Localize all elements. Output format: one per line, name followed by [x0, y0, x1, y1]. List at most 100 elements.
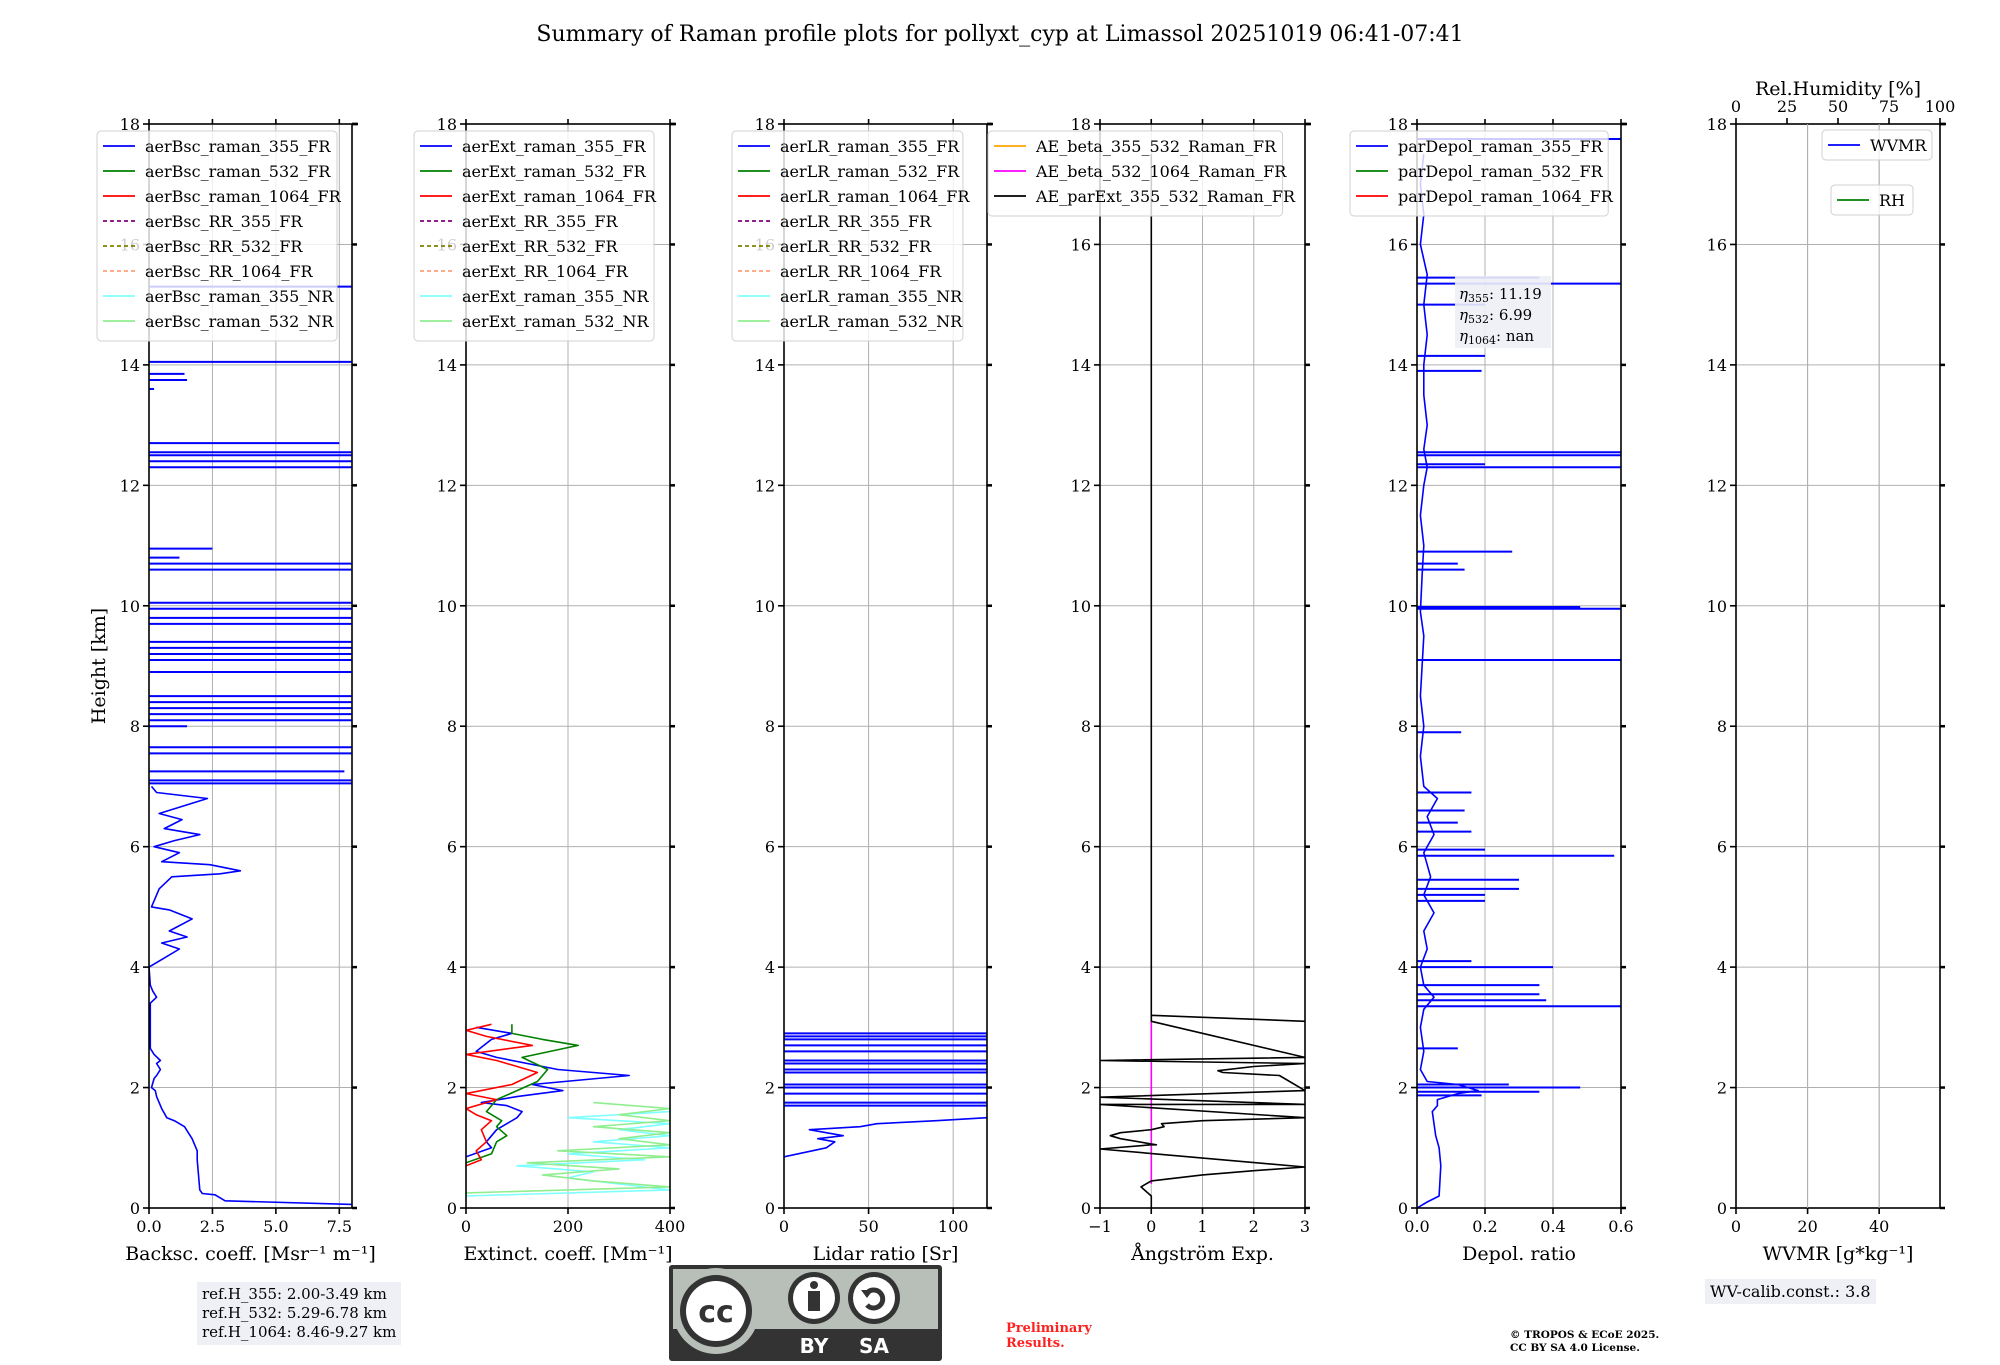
x-tick-label: 0	[1731, 1217, 1741, 1236]
x-tick-label: 2.5	[200, 1217, 225, 1236]
y-tick-label: 6	[765, 838, 775, 857]
x-tick-label: 0.0	[1404, 1217, 1429, 1236]
y-tick-label: 18	[1388, 115, 1408, 134]
y-tick-label: 14	[755, 356, 775, 375]
preliminary-results-note: Preliminary Results.	[1006, 1321, 1092, 1351]
preliminary-line-2: Results.	[1006, 1336, 1065, 1351]
preliminary-line-1: Preliminary	[1006, 1321, 1092, 1336]
person-body-icon	[808, 1291, 820, 1311]
y-tick-label: 2	[447, 1079, 457, 1098]
y-tick-label: 18	[120, 115, 140, 134]
x-tick-label: 1	[1197, 1217, 1207, 1236]
series-group	[1417, 138, 1621, 1208]
series-aerExt_raman_1064_FR	[466, 1023, 539, 1167]
legend-label: parDepol_raman_1064_FR	[1398, 187, 1614, 206]
x-axis-label: WVMR [g*kg⁻¹]	[1763, 1243, 1914, 1265]
legend-depol: parDepol_raman_355_FR parDepol_raman_532_…	[1349, 130, 1614, 217]
legend-label: aerLR_RR_355_FR	[780, 212, 932, 231]
ref-height-355: ref.H_355: 2.00-3.49 km	[202, 1285, 387, 1303]
series-aerExt_raman_532_FR	[466, 1024, 580, 1164]
x-tick-label: 0.4	[1540, 1217, 1565, 1236]
eta-box	[1455, 276, 1551, 348]
legend-box	[731, 130, 964, 342]
legend-wvmr: WVMR RH	[1821, 129, 1933, 216]
y-tick-label: 2	[1081, 1079, 1091, 1098]
legend-label: aerExt_raman_532_NR	[462, 312, 650, 331]
x-tick-label: −1	[1088, 1217, 1112, 1236]
wv-calib-box: WV-calib.const.: 3.8	[1705, 1279, 1876, 1304]
legend-label: aerBsc_raman_355_FR	[145, 137, 331, 156]
x-axis-label: Lidar ratio [Sr]	[813, 1243, 959, 1265]
series-group	[149, 285, 352, 1206]
share-alike-arrowhead-icon	[861, 1290, 873, 1298]
x-tick-label: 0.2	[1472, 1217, 1497, 1236]
ref-height-1064: ref.H_1064: 8.46-9.27 km	[202, 1323, 397, 1341]
ref-heights-box: ref.H_355: 2.00-3.49 km ref.H_532: 5.29-…	[197, 1282, 402, 1345]
y-tick-label: 16	[1707, 235, 1727, 254]
y-tick-label: 18	[1071, 115, 1091, 134]
cc-logo-icon: cc	[698, 1295, 734, 1330]
y-tick-label: 4	[130, 958, 140, 977]
x-tick-label: 5.0	[263, 1217, 288, 1236]
axes-frame	[148, 123, 353, 1209]
series-parDepol_raman_355_FR	[1417, 154, 1479, 1208]
y-tick-label: 0	[130, 1199, 140, 1218]
y-tick-label: 16	[1071, 235, 1091, 254]
y-tick-label: 6	[130, 838, 140, 857]
top-x-tick-label: 0	[1731, 97, 1741, 116]
y-tick-label: 12	[1071, 476, 1091, 495]
y-tick-label: 4	[1081, 958, 1091, 977]
y-tick-label: 14	[120, 356, 140, 375]
eta-1064: η1064: nan	[1459, 327, 1534, 347]
legend-label: RH	[1879, 191, 1905, 210]
y-tick-label: 8	[765, 717, 775, 736]
sa-icon-inner	[853, 1277, 895, 1319]
series-aerLR_raman_355_FR	[784, 1116, 987, 1158]
legend-ext: aerExt_raman_355_FR aerExt_raman_532_FRae…	[413, 130, 657, 342]
y-tick-label: 12	[755, 476, 775, 495]
series-group	[466, 1023, 670, 1197]
x-tick-label: 20	[1797, 1217, 1817, 1236]
y-tick-label: 0	[1398, 1199, 1408, 1218]
x-tick-label: 7.5	[327, 1217, 352, 1236]
axes-frame	[783, 123, 988, 1209]
x-tick-label: 200	[553, 1217, 584, 1236]
y-tick-label: 8	[447, 717, 457, 736]
legend-label: aerLR_RR_1064_FR	[780, 262, 942, 281]
top-x-tick-label: 50	[1828, 97, 1848, 116]
y-tick-label: 8	[1717, 717, 1727, 736]
legend-box	[1821, 129, 1933, 161]
y-tick-label: 0	[1717, 1199, 1727, 1218]
legend-label: AE_beta_355_532_Raman_FR	[1035, 137, 1277, 156]
legend-label: aerBsc_RR_1064_FR	[145, 262, 314, 281]
copyright-line-2: CC BY SA 4.0 License.	[1510, 1342, 1640, 1354]
y-tick-label: 8	[1398, 717, 1408, 736]
legend-label: aerExt_RR_1064_FR	[462, 262, 629, 281]
legend-label: aerLR_raman_355_FR	[780, 137, 960, 156]
x-axis-label: Backsc. coeff. [Msr⁻¹ m⁻¹]	[125, 1243, 376, 1265]
by-label: BY	[800, 1334, 829, 1358]
sa-label: SA	[859, 1334, 889, 1358]
legend-label: aerExt_raman_1064_FR	[462, 187, 657, 206]
legend-label: AE_beta_532_1064_Raman_FR	[1035, 162, 1287, 181]
legend-box	[96, 130, 338, 342]
legend-label: aerExt_RR_355_FR	[462, 212, 619, 231]
y-tick-label: 6	[1717, 838, 1727, 857]
x-tick-label: 100	[938, 1217, 969, 1236]
legend-lr: aerLR_raman_355_FR aerLR_raman_532_FR aerL…	[731, 130, 970, 342]
panel-depol: 0 2 4 6 8 10 12 14 16 18 0.0 0.2 0.4 0.6 Depol. ratio p…	[1349, 115, 1634, 1265]
x-axis-label: Ångström Exp.	[1130, 1243, 1274, 1265]
y-tick-label: 10	[120, 597, 140, 616]
legend-box	[1349, 130, 1609, 217]
x-tick-label: 50	[858, 1217, 878, 1236]
y-tick-label: 14	[437, 356, 457, 375]
y-tick-label: 4	[1717, 958, 1727, 977]
series-aerBsc_raman_355_FR	[149, 785, 352, 1206]
legend-label: WVMR	[1870, 136, 1927, 155]
y-tick-label: 2	[765, 1079, 775, 1098]
